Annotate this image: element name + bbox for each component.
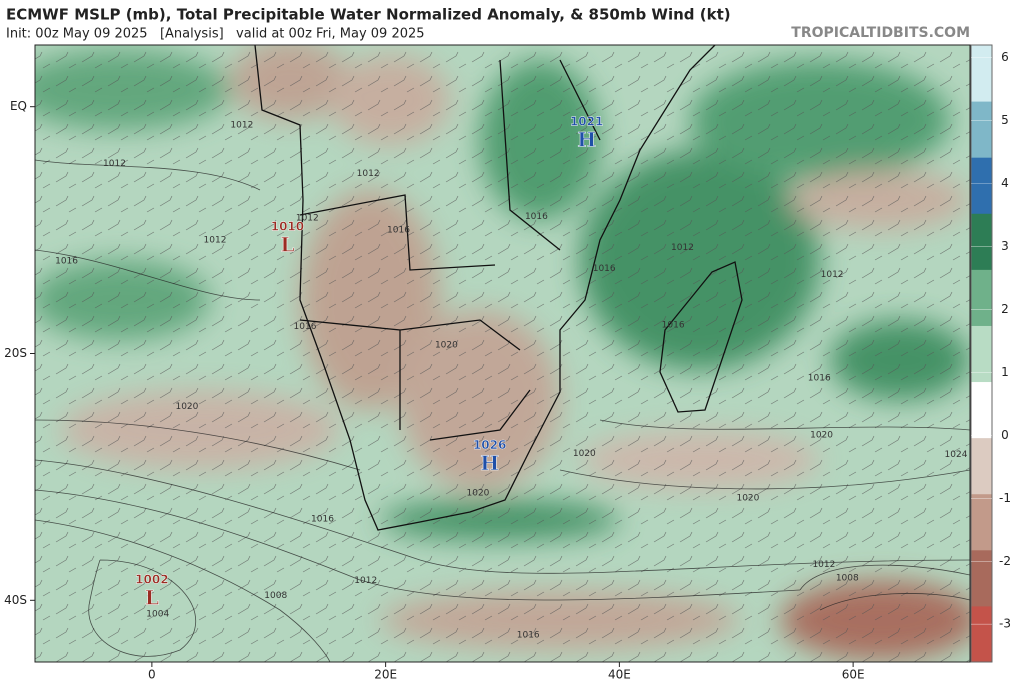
isobar-label: 1016: [55, 256, 78, 266]
pressure-center-value: 1021: [570, 115, 603, 129]
colorbar-tick-label: 4: [1001, 176, 1009, 190]
colorbar-tick-label: -2: [999, 554, 1011, 568]
colorbar-segment: [971, 101, 992, 158]
isobar-label: 1020: [573, 449, 596, 459]
isobar-label: 1012: [821, 270, 844, 280]
isobar-label: 1016: [593, 264, 616, 274]
isobar-label: 1012: [357, 169, 380, 179]
colorbar-tick-label: 1: [1001, 365, 1009, 379]
pressure-center-letter: L: [280, 232, 294, 256]
subtitle: Init: 00z May 09 2025 [Analysis] valid a…: [6, 27, 425, 42]
colorbar-tick-label: 2: [1001, 302, 1009, 316]
isobar-label: 1016: [517, 630, 540, 640]
x-tick-label: 60E: [842, 668, 865, 682]
pressure-center-letter: H: [480, 451, 499, 475]
isobar-label: 1012: [812, 560, 835, 570]
y-tick-label: 40S: [4, 593, 27, 607]
isobar-label: 1020: [435, 340, 458, 350]
colorbar-segment: [971, 381, 992, 439]
colorbar-segment: [971, 437, 992, 495]
colorbar-segment: [971, 157, 992, 214]
title: ECMWF MSLP (mb), Total Precipitable Wate…: [6, 6, 731, 24]
isobar-label: 1020: [467, 488, 490, 498]
isobar-label: 1012: [204, 235, 227, 245]
colorbar-segment: [971, 493, 992, 551]
isobar-label: 1016: [808, 374, 831, 384]
pressure-center-value: 1010: [271, 219, 304, 233]
isobar-label: 1012: [230, 121, 253, 131]
colorbar-tick-label: -3: [999, 617, 1011, 631]
colorbar-segment: [971, 549, 992, 607]
pressure-center-value: 1002: [135, 572, 168, 586]
colorbar-segment: [971, 605, 992, 663]
source: TROPICALTIDBITS.COM: [791, 25, 970, 41]
map-background: [35, 45, 970, 662]
isobar-label: 1004: [146, 609, 169, 619]
x-tick-label: 40E: [608, 668, 631, 682]
isobar-label: 1020: [736, 493, 759, 503]
isobar-label: 1024: [945, 450, 968, 460]
y-tick-label: 20S: [4, 346, 27, 360]
isobar-label: 1016: [525, 212, 548, 222]
isobar-label: 1012: [354, 576, 377, 586]
colorbar-tick-label: -1: [999, 491, 1011, 505]
colorbar-segment: [971, 213, 992, 270]
colorbar-frame: [970, 44, 993, 663]
y-tick-label: EQ: [10, 99, 27, 113]
colorbar-tick-label: 5: [1001, 113, 1009, 127]
x-tick-label: 0: [148, 668, 156, 682]
colorbar-segment: [971, 269, 992, 326]
colorbar-segment: [971, 325, 992, 383]
isobar-label: 1016: [294, 322, 317, 332]
isobar-label: 1016: [387, 226, 410, 236]
isobar-label: 1020: [175, 402, 198, 412]
pressure-center-letter: L: [145, 585, 159, 609]
x-tick-label: 20E: [374, 668, 397, 682]
colorbar-tick-label: 6: [1001, 50, 1009, 64]
colorbar-tick-label: 0: [1001, 428, 1009, 442]
isobar-label: 1016: [311, 514, 334, 524]
pressure-center-value: 1026: [473, 438, 506, 452]
isobar-label: 1012: [296, 213, 319, 223]
isobar-label: 1012: [671, 243, 694, 253]
isobar-label: 1012: [103, 159, 126, 169]
isobar-label: 1008: [836, 574, 859, 584]
colorbar-tick-label: 3: [1001, 239, 1009, 253]
isobar-label: 1020: [810, 430, 833, 440]
colorbar-segment: [971, 45, 992, 102]
isobar-label: 1008: [264, 591, 287, 601]
pressure-center-letter: H: [577, 128, 596, 152]
isobar-label: 1016: [662, 321, 685, 331]
